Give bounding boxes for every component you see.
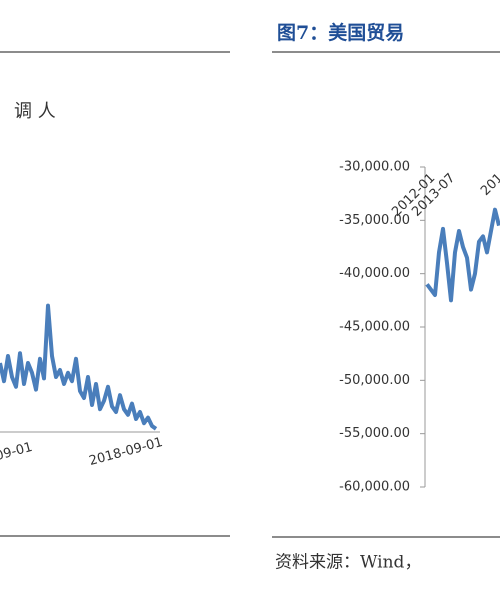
data-line [425, 207, 500, 303]
y-tick-label: -60,000.00 [339, 480, 410, 495]
y-tick-label: -50,000.00 [339, 373, 410, 388]
x-tick-label: 2018-09-01 [88, 435, 165, 469]
y-tick-label: -55,000.00 [339, 426, 410, 441]
x-tick-label: 201 [478, 171, 500, 199]
figure-title: 图7：美国贸易 [277, 21, 404, 44]
chart-title: 调 人 [14, 101, 56, 122]
y-tick-label: -45,000.00 [339, 320, 410, 335]
y-tick-label: -35,000.00 [339, 213, 410, 228]
source-note: 资料来源：Wind， [275, 553, 421, 573]
x-tick-label: 09-01 [0, 440, 34, 464]
y-tick-label: -40,000.00 [339, 266, 410, 281]
data-line [0, 303, 158, 431]
y-tick-label: -30,000.00 [339, 160, 410, 175]
